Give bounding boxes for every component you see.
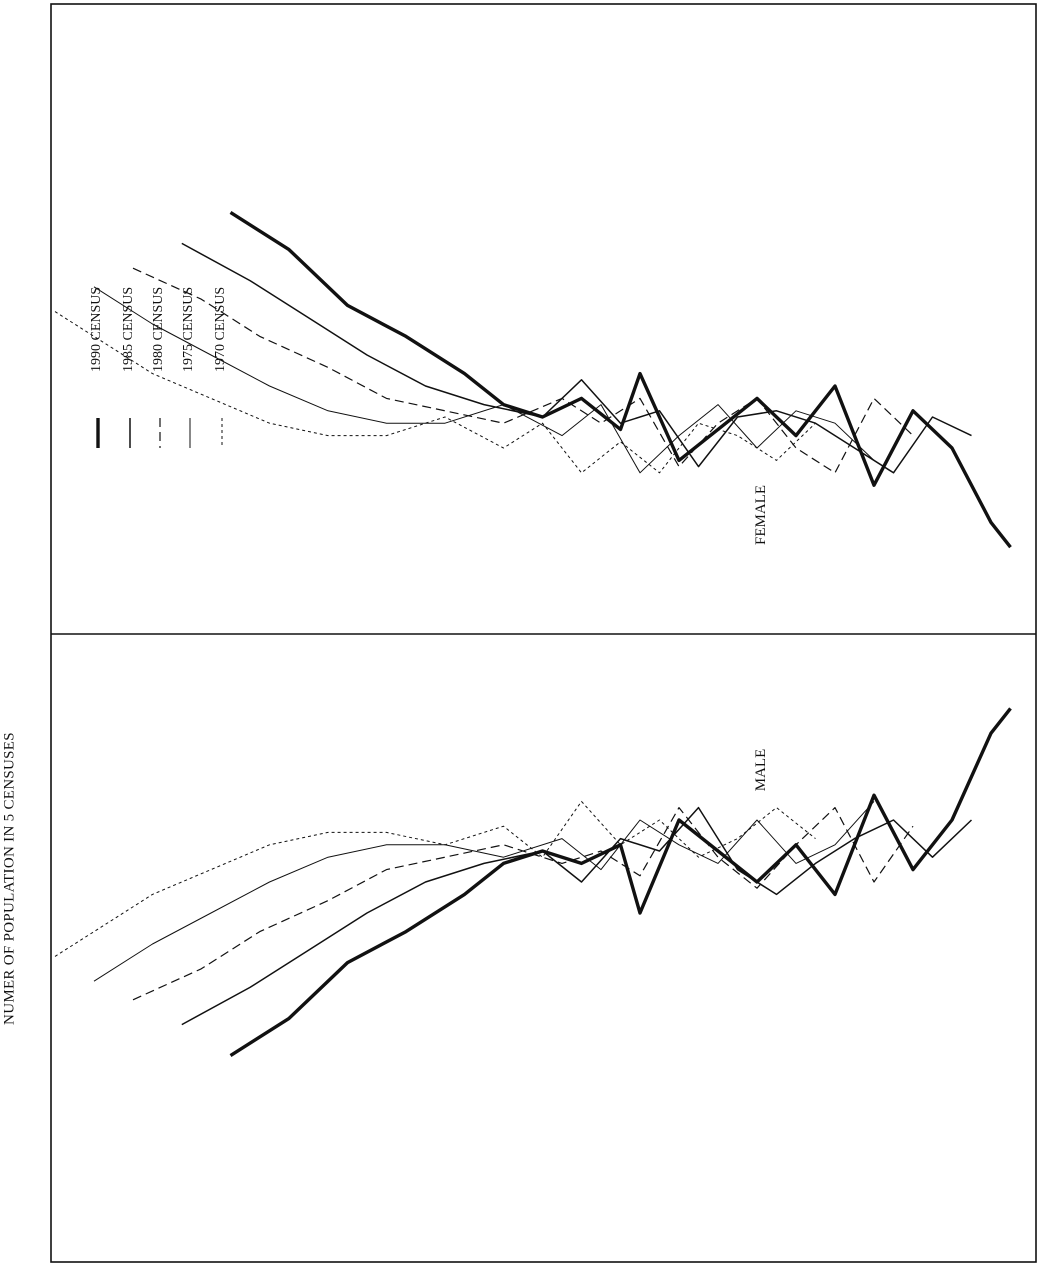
- panel-labels: MALE FEMALE: [753, 485, 769, 791]
- panel-label-female: FEMALE: [753, 485, 769, 545]
- series-line-1985-male: [181, 806, 973, 1026]
- legend-label: 1985 CENSUS: [121, 286, 136, 372]
- legend-label: 1970 CENSUS: [213, 286, 228, 372]
- series-line-1970-male: [54, 800, 816, 957]
- chart-title: NUMER OF POPULATION IN 5 CENSUSES: [1, 732, 18, 1025]
- series-line-1970-female: [54, 311, 816, 474]
- legend-label: 1990 CENSUS: [89, 286, 104, 372]
- series-line-1985-female: [181, 242, 972, 474]
- series-line-1975-female: [93, 286, 875, 474]
- series-line-1990-female: [229, 210, 1012, 549]
- series-line-1990-male: [229, 707, 1012, 1058]
- series-line-1980-female: [132, 267, 914, 474]
- legend-label: 1980 CENSUS: [151, 286, 166, 372]
- series-line-1975-male: [93, 801, 875, 982]
- legend-label: 1975 CENSUS: [181, 286, 196, 372]
- series-layer: [54, 210, 1012, 1058]
- panel-label-male: MALE: [753, 749, 769, 792]
- plot-frame: [50, 3, 1037, 1263]
- series-line-1980-male: [132, 806, 914, 1001]
